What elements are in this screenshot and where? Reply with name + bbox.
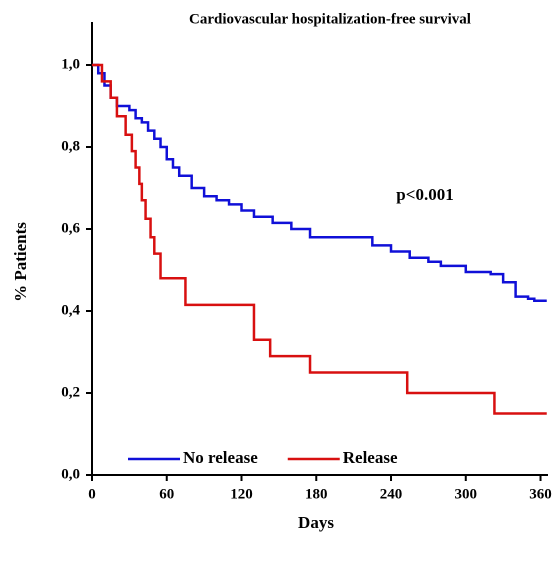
survival-curve <box>92 63 547 415</box>
x-axis-label: Days <box>298 513 334 532</box>
p-value: p<0.001 <box>396 185 453 204</box>
legend-label: Release <box>343 448 398 467</box>
y-tick-label: 0,4 <box>61 302 80 318</box>
x-tick-label: 300 <box>455 486 478 502</box>
legend-label: No release <box>183 448 258 467</box>
y-tick-label: 1,0 <box>61 56 80 72</box>
y-tick-label: 0,2 <box>61 384 80 400</box>
x-tick-label: 360 <box>529 486 552 502</box>
y-axis-label: % Patients <box>11 222 30 302</box>
x-tick-label: 120 <box>230 486 253 502</box>
x-tick-label: 0 <box>88 486 96 502</box>
y-tick-label: 0,0 <box>61 466 80 482</box>
y-tick-label: 0,6 <box>61 220 80 236</box>
x-tick-label: 60 <box>159 486 174 502</box>
chart-title: Cardiovascular hospitalization-free surv… <box>189 11 471 27</box>
x-tick-label: 240 <box>380 486 403 502</box>
y-tick-label: 0,8 <box>61 138 80 154</box>
x-tick-label: 180 <box>305 486 328 502</box>
survival-curve <box>92 63 547 302</box>
